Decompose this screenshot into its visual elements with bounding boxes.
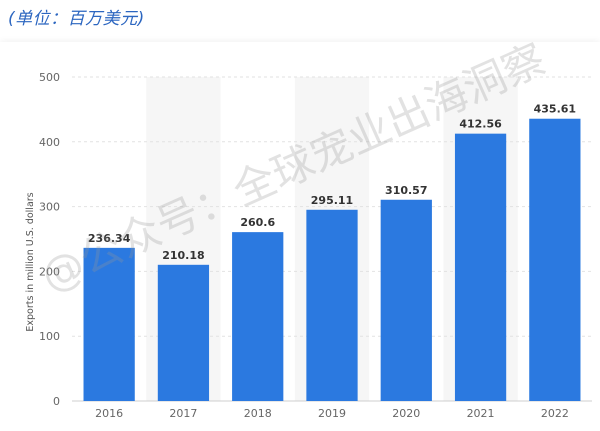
bar-chart: 0 100 200 300 400 500 2016 2017 2018 2019 2020 202…	[25, 71, 592, 420]
bar-2016[interactable]	[83, 247, 135, 401]
bar-2019[interactable]	[306, 209, 358, 401]
y-tick-100: 100	[39, 330, 60, 343]
value-label-2017: 210.18	[162, 249, 204, 262]
value-label-2018: 260.6	[240, 216, 275, 229]
y-tick-200: 200	[39, 265, 60, 278]
chart-card: 0 100 200 300 400 500 2016 2017 2018 2019 2020 202…	[0, 42, 600, 431]
value-label-2020: 310.57	[385, 184, 427, 197]
x-tick-2018: 2018	[244, 407, 272, 420]
value-labels: 236.34 210.18 260.6 295.11 310.57 412.56 435.6…	[88, 103, 576, 262]
bar-2018[interactable]	[232, 232, 284, 401]
x-tick-2016: 2016	[95, 407, 123, 420]
y-tick-labels: 0 100 200 300 400 500	[39, 71, 60, 408]
y-tick-500: 500	[39, 71, 60, 84]
x-tick-2020: 2020	[392, 407, 420, 420]
x-tick-2021: 2021	[467, 407, 495, 420]
x-tick-2019: 2019	[318, 407, 346, 420]
x-tick-labels: 2016 2017 2018 2019 2020 2021 2022	[95, 407, 569, 420]
y-tick-400: 400	[39, 136, 60, 149]
unit-caption: (单位：百万美元)	[8, 9, 145, 29]
bar-2017[interactable]	[157, 264, 210, 401]
bar-2021[interactable]	[454, 133, 507, 401]
bar-2022[interactable]	[529, 118, 581, 401]
value-label-2022: 435.61	[534, 103, 576, 116]
y-tick-300: 300	[39, 201, 60, 214]
x-tick-2017: 2017	[169, 407, 197, 420]
y-axis-title: Exports in million U.S. dollars	[25, 192, 36, 331]
value-label-2021: 412.56	[459, 118, 502, 131]
y-tick-0: 0	[53, 395, 60, 408]
value-label-2019: 295.11	[311, 194, 353, 207]
value-label-2016: 236.34	[88, 232, 131, 245]
bar-2020[interactable]	[380, 199, 432, 401]
x-tick-2022: 2022	[541, 407, 569, 420]
bars	[83, 118, 581, 401]
